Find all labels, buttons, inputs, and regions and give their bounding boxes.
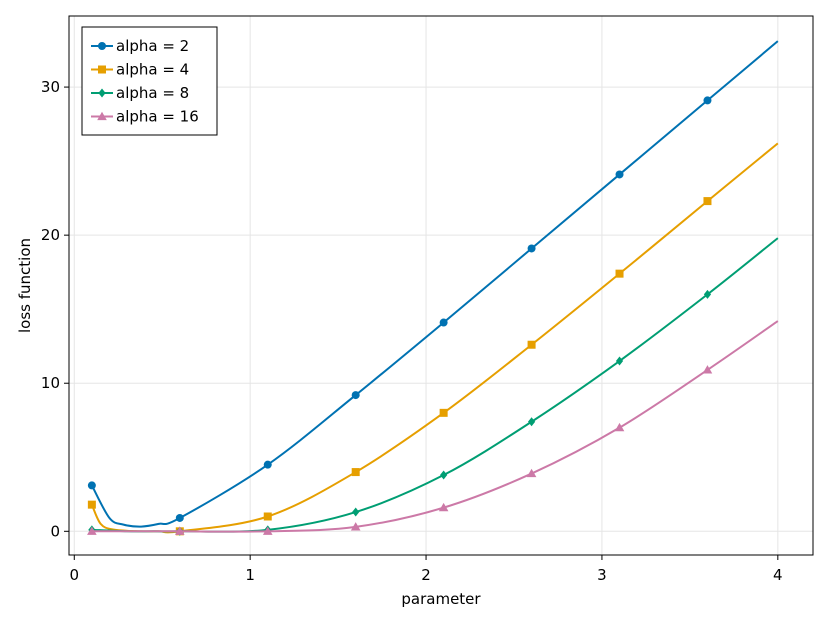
data-point <box>350 522 361 531</box>
data-point <box>352 507 360 517</box>
data-point <box>351 468 360 477</box>
x-axis-ticks: 0 1 2 3 4 <box>70 555 783 584</box>
data-point <box>87 500 96 509</box>
data-point <box>175 526 185 535</box>
x-tick-label: 1 <box>245 566 255 584</box>
data-point <box>527 340 536 349</box>
x-tick-label: 4 <box>773 566 783 584</box>
series-line <box>91 320 779 533</box>
data-point <box>175 513 184 522</box>
data-point <box>615 269 624 278</box>
y-tick-label: 20 <box>41 226 60 244</box>
legend-label: alpha = 2 <box>116 37 189 55</box>
x-tick-label: 3 <box>597 566 607 584</box>
y-tick-label: 30 <box>41 78 60 96</box>
data-point <box>703 96 712 105</box>
y-tick-label: 0 <box>50 522 60 540</box>
data-point <box>703 289 712 299</box>
legend-marker <box>97 111 107 121</box>
data-point <box>439 408 448 417</box>
data-point <box>87 481 96 490</box>
data-point <box>526 468 537 478</box>
series-layer <box>87 40 779 536</box>
series-8 <box>88 237 779 536</box>
legend-item: alpha = 2 <box>91 37 189 55</box>
series-line <box>90 40 779 528</box>
y-axis-ticks: 0 10 20 30 <box>41 78 69 540</box>
x-axis-label: parameter <box>401 590 481 608</box>
y-tick-label: 10 <box>41 374 60 392</box>
data-point <box>615 356 624 366</box>
series-4 <box>87 142 779 536</box>
x-tick-label: 0 <box>70 566 80 584</box>
legend-item: alpha = 4 <box>91 61 189 79</box>
data-point <box>262 526 273 535</box>
data-point <box>440 470 448 480</box>
data-point <box>615 170 624 179</box>
legend-item: alpha = 16 <box>91 108 199 126</box>
legend-marker <box>98 65 106 74</box>
x-tick-label: 2 <box>421 566 431 584</box>
data-point <box>263 460 272 469</box>
plot-frame <box>68 15 814 556</box>
legend-marker <box>98 42 106 50</box>
data-point <box>439 318 448 327</box>
legend-label: alpha = 16 <box>116 108 199 126</box>
data-point <box>438 502 449 512</box>
legend-label: alpha = 8 <box>116 84 189 102</box>
legend-label: alpha = 4 <box>116 61 189 79</box>
data-point <box>87 526 97 535</box>
data-point <box>703 197 712 206</box>
data-point <box>527 417 536 427</box>
data-point <box>702 365 713 374</box>
legend-marker <box>98 88 106 98</box>
data-point <box>527 244 536 253</box>
data-point <box>263 512 272 521</box>
series-line <box>91 237 779 533</box>
series-2 <box>87 40 779 528</box>
series-line <box>90 142 779 534</box>
data-point <box>614 422 625 432</box>
data-point <box>351 391 360 400</box>
series-16 <box>87 320 779 535</box>
legend-item: alpha = 8 <box>91 84 189 102</box>
legend: alpha = 2 alpha = 4 alpha = 8 alpha = 16 <box>81 26 218 136</box>
y-axis-label: loss function <box>16 238 34 333</box>
